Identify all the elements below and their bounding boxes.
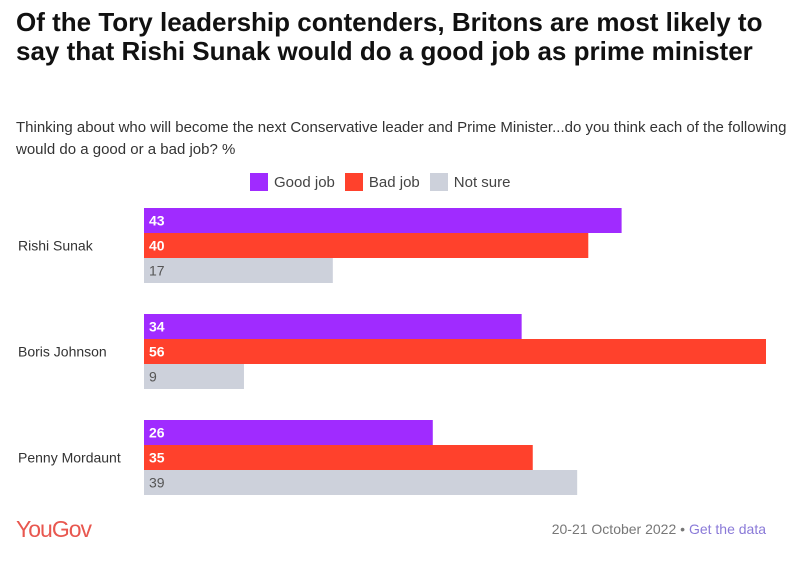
legend-swatch xyxy=(250,173,268,191)
bar xyxy=(144,258,333,283)
bar xyxy=(144,445,533,470)
legend-label: Good job xyxy=(274,173,335,191)
chart-title: Of the Tory leadership contenders, Brito… xyxy=(16,7,763,66)
survey-date: 20-21 October 2022 xyxy=(551,521,677,537)
legend-item-good: Good job xyxy=(250,173,335,191)
data-label: 40 xyxy=(149,238,165,254)
data-label: 56 xyxy=(149,344,165,360)
legend-item-bad: Bad job xyxy=(344,173,420,191)
bar xyxy=(144,339,766,364)
data-label: 35 xyxy=(149,450,165,466)
bar xyxy=(144,364,244,389)
category-label: Rishi Sunak xyxy=(18,238,94,254)
footer-info: 20-21 October 2022 • Get the data xyxy=(552,521,766,537)
separator: • xyxy=(680,521,686,537)
legend-item-notsure: Not sure xyxy=(429,173,511,191)
data-label: 26 xyxy=(149,425,165,441)
bar xyxy=(144,208,622,233)
yougov-logo: YouGov xyxy=(16,516,92,542)
bar xyxy=(144,314,522,339)
get-data-link[interactable]: Get the data xyxy=(688,521,766,537)
category-label: Boris Johnson xyxy=(18,344,107,360)
bar xyxy=(144,233,589,258)
chart-subtitle: Thinking about who will become the next … xyxy=(16,119,787,158)
legend: Good job Bad job Not sure xyxy=(250,173,510,191)
legend-label: Bad job xyxy=(368,173,420,191)
legend-label: Not sure xyxy=(453,173,511,191)
category-label: Penny Mordaunt xyxy=(18,450,121,466)
data-label: 39 xyxy=(149,475,165,491)
bar xyxy=(144,470,578,495)
bar xyxy=(144,420,433,445)
data-label: 9 xyxy=(149,369,157,385)
legend-swatch xyxy=(344,173,363,191)
legend-swatch xyxy=(429,173,448,191)
data-label: 34 xyxy=(149,319,165,335)
data-label: 17 xyxy=(149,263,165,279)
data-label: 43 xyxy=(149,213,165,229)
